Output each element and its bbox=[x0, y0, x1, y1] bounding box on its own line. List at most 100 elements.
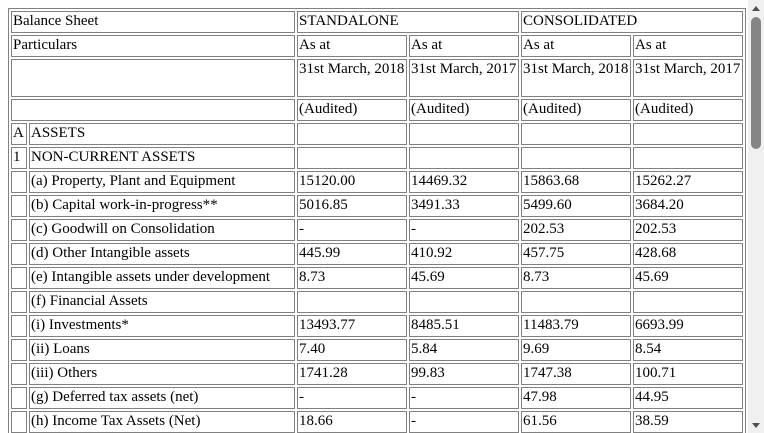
date-header: 31st March, 2017 bbox=[633, 59, 744, 97]
row-label-cell: (f) Financial Assets bbox=[29, 291, 296, 313]
value-cell: 38.59 bbox=[633, 411, 744, 433]
value-cell bbox=[633, 147, 744, 169]
value-cell: 11483.79 bbox=[521, 315, 632, 337]
table-row: (h) Income Tax Assets (Net) 18.66-61.56 38… bbox=[11, 411, 744, 433]
value-cell bbox=[633, 123, 744, 145]
particulars-header: Particulars bbox=[11, 35, 296, 57]
value-cell bbox=[297, 291, 408, 313]
value-cell bbox=[409, 291, 520, 313]
value-cell: 3684.20 bbox=[633, 195, 744, 217]
value-cell: 428.68 bbox=[633, 243, 744, 265]
row-index-cell bbox=[11, 411, 27, 433]
value-cell: - bbox=[409, 219, 520, 241]
row-index-cell bbox=[11, 291, 27, 313]
value-cell: 5.84 bbox=[409, 339, 520, 361]
value-cell: 3491.33 bbox=[409, 195, 520, 217]
value-cell: 61.56 bbox=[521, 411, 632, 433]
value-cell bbox=[633, 291, 744, 313]
row-label-cell: (a) Property, Plant and Equipment bbox=[29, 171, 296, 193]
value-cell: - bbox=[409, 411, 520, 433]
row-label-cell: (b) Capital work-in-progress** bbox=[29, 195, 296, 217]
row-label-cell: (c) Goodwill on Consolidation bbox=[29, 219, 296, 241]
table-title: Balance Sheet bbox=[11, 11, 296, 33]
value-cell bbox=[409, 123, 520, 145]
value-cell: 14469.32 bbox=[409, 171, 520, 193]
row-label-cell: NON-CURRENT ASSETS bbox=[29, 147, 296, 169]
table-row: (g) Deferred tax assets (net) - -47.98 44.9… bbox=[11, 387, 744, 409]
value-cell: 7.40 bbox=[297, 339, 408, 361]
audited-header: (Audited) bbox=[521, 99, 632, 121]
table-row: (c) Goodwill on Consolidation - -202.53 202… bbox=[11, 219, 744, 241]
row-index-cell bbox=[11, 219, 27, 241]
table-row: A ASSETS bbox=[11, 123, 744, 145]
empty-header-cell bbox=[11, 99, 296, 121]
table-row: (ii) Loans 7.40 5.84 9.69 8.54 bbox=[11, 339, 744, 361]
value-cell: 15863.68 bbox=[521, 171, 632, 193]
value-cell: 15262.27 bbox=[633, 171, 744, 193]
table-row: (f) Financial Assets bbox=[11, 291, 744, 313]
value-cell: 8.54 bbox=[633, 339, 744, 361]
table-row: (d) Other Intangible assets 445.99 410.92 4… bbox=[11, 243, 744, 265]
value-cell: 6693.99 bbox=[633, 315, 744, 337]
row-label-cell: ASSETS bbox=[29, 123, 296, 145]
table-row: (b) Capital work-in-progress** 5016.85 349… bbox=[11, 195, 744, 217]
value-cell bbox=[409, 147, 520, 169]
as-at-header: As at bbox=[409, 35, 520, 57]
value-cell: 8.73 bbox=[297, 267, 408, 289]
row-index-cell bbox=[11, 339, 27, 361]
balance-sheet-table: Balance Sheet STANDALONE CONSOLIDATED Pa… bbox=[8, 8, 747, 433]
value-cell bbox=[521, 291, 632, 313]
value-cell: 18.66 bbox=[297, 411, 408, 433]
table-row: (e) Intangible assets under development 8… bbox=[11, 267, 744, 289]
value-cell: 1747.38 bbox=[521, 363, 632, 385]
date-header: 31st March, 2017 bbox=[409, 59, 520, 97]
value-cell: 47.98 bbox=[521, 387, 632, 409]
row-label-cell: (g) Deferred tax assets (net) bbox=[29, 387, 296, 409]
table-row: 1 NON-CURRENT ASSETS bbox=[11, 147, 744, 169]
row-label-cell: (ii) Loans bbox=[29, 339, 296, 361]
scroll-up-arrow-icon[interactable] bbox=[748, 0, 764, 16]
scrollbar-thumb[interactable] bbox=[751, 17, 761, 149]
date-header: 31st March, 2018 bbox=[521, 59, 632, 97]
row-index-cell bbox=[11, 267, 27, 289]
empty-header-cell bbox=[11, 59, 296, 97]
row-index-cell: 1 bbox=[11, 147, 27, 169]
value-cell: 5016.85 bbox=[297, 195, 408, 217]
row-label-cell: (h) Income Tax Assets (Net) bbox=[29, 411, 296, 433]
value-cell: 13493.77 bbox=[297, 315, 408, 337]
value-cell: 445.99 bbox=[297, 243, 408, 265]
row-index-cell bbox=[11, 195, 27, 217]
date-header: 31st March, 2018 bbox=[297, 59, 408, 97]
as-at-header: As at bbox=[297, 35, 408, 57]
audited-header: (Audited) bbox=[633, 99, 744, 121]
value-cell: 9.69 bbox=[521, 339, 632, 361]
header-row-asat: Particulars As at As at As at As at bbox=[11, 35, 744, 57]
value-cell: 5499.60 bbox=[521, 195, 632, 217]
row-index-cell bbox=[11, 363, 27, 385]
value-cell: 1741.28 bbox=[297, 363, 408, 385]
header-row-audited: (Audited) (Audited) (Audited) (Audited) bbox=[11, 99, 744, 121]
value-cell: 99.83 bbox=[409, 363, 520, 385]
value-cell: 457.75 bbox=[521, 243, 632, 265]
table-row: (iii) Others 1741.28 99.83 1747.38 100.71 bbox=[11, 363, 744, 385]
value-cell: 45.69 bbox=[409, 267, 520, 289]
document-viewport: Balance Sheet STANDALONE CONSOLIDATED Pa… bbox=[8, 8, 747, 433]
row-label-cell: (e) Intangible assets under development bbox=[29, 267, 296, 289]
value-cell: 8.73 bbox=[521, 267, 632, 289]
value-cell bbox=[297, 147, 408, 169]
vertical-scrollbar[interactable] bbox=[748, 0, 764, 433]
value-cell bbox=[521, 147, 632, 169]
header-row-title: Balance Sheet STANDALONE CONSOLIDATED bbox=[11, 11, 744, 33]
row-index-cell: A bbox=[11, 123, 27, 145]
value-cell: 202.53 bbox=[633, 219, 744, 241]
audited-header: (Audited) bbox=[409, 99, 520, 121]
value-cell bbox=[521, 123, 632, 145]
row-label-cell: (i) Investments* bbox=[29, 315, 296, 337]
group-header-consolidated: CONSOLIDATED bbox=[521, 11, 744, 33]
value-cell: 44.95 bbox=[633, 387, 744, 409]
value-cell: - bbox=[297, 219, 408, 241]
value-cell: - bbox=[409, 387, 520, 409]
scroll-down-arrow-icon[interactable] bbox=[748, 417, 764, 433]
value-cell: 15120.00 bbox=[297, 171, 408, 193]
row-index-cell bbox=[11, 243, 27, 265]
